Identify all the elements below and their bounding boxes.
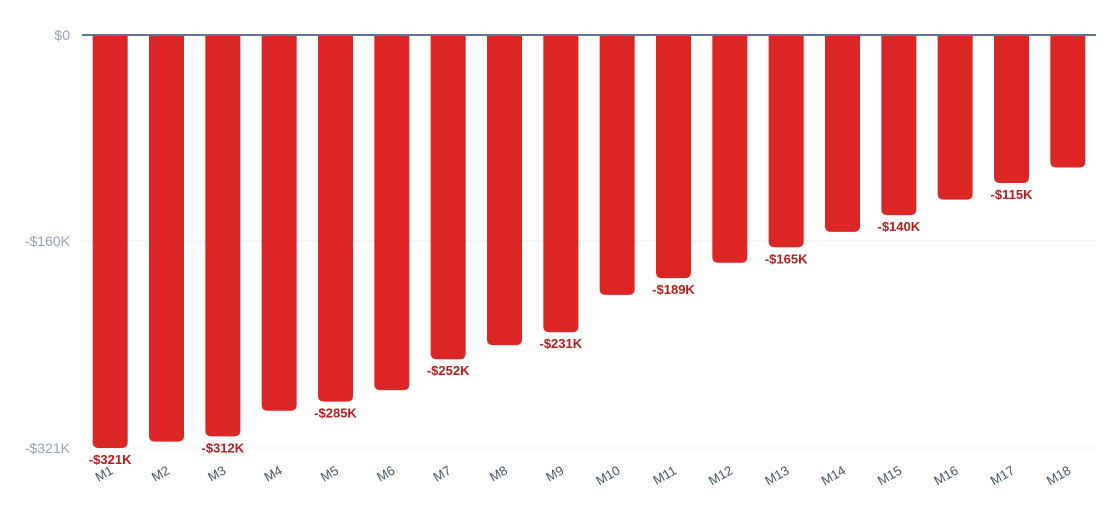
data-label: -$115K [991,187,1034,202]
y-axis-ticks: $0 -$160K -$321K [25,27,71,456]
bar-m7 [430,35,466,360]
x-tick-label: M15 [875,463,904,489]
bar-m17 [994,35,1029,183]
bar-m10 [599,35,635,295]
y-tick-label: -$160K [25,233,71,249]
bar-m13 [768,35,804,248]
data-labels: -$321K -$312K -$285K -$252K -$231K -$189K -$16… [89,187,1033,467]
bar-m12 [712,35,748,263]
bar-m6 [374,35,410,391]
y-tick-label: $0 [54,27,70,43]
x-tick-label: M10 [593,463,622,489]
bar-m3 [205,35,241,437]
bar-m8 [487,35,522,346]
y-tick-label: -$321K [25,440,71,456]
bar-m18 [1050,35,1086,168]
data-label: -$165K [765,251,808,266]
bar-m1 [92,35,128,448]
x-tick-label: M13 [762,463,791,489]
bar-m2 [149,35,184,442]
bar-m16 [937,35,973,200]
x-tick-label: M18 [1044,463,1073,489]
bar-m4 [261,35,297,411]
bars [92,35,1086,448]
x-tick-label: M2 [149,463,172,485]
data-label: -$312K [202,440,245,455]
x-tick-label: M17 [988,463,1017,489]
x-tick-label: M5 [318,463,341,485]
data-label: -$189K [652,282,695,297]
x-axis-ticks: M1 M2 M3 M4 M5 M6 M7 M8 M9 M10 M11 M12 M13 M14 M15 M16 M… [93,463,1074,489]
x-tick-label: M9 [543,463,566,485]
data-label: -$140K [878,219,921,234]
x-tick-label: M14 [819,463,848,489]
data-label: -$321K [89,452,132,467]
x-tick-label: M7 [431,463,454,485]
bar-m9 [543,35,579,333]
gridlines [82,240,1096,449]
data-label: -$231K [540,336,583,351]
bar-m5 [318,35,353,402]
data-label: -$285K [314,406,357,421]
x-tick-label: M3 [205,463,228,485]
x-tick-label: M6 [374,463,397,485]
x-tick-label: M4 [262,463,285,485]
x-tick-label: M12 [706,463,735,489]
x-tick-label: M11 [650,463,679,488]
x-tick-label: M16 [931,463,960,489]
bar-m15 [881,35,917,216]
bar-m11 [656,35,691,279]
bar-m14 [825,35,860,232]
data-label: -$252K [427,363,470,378]
x-tick-label: M8 [487,463,510,485]
